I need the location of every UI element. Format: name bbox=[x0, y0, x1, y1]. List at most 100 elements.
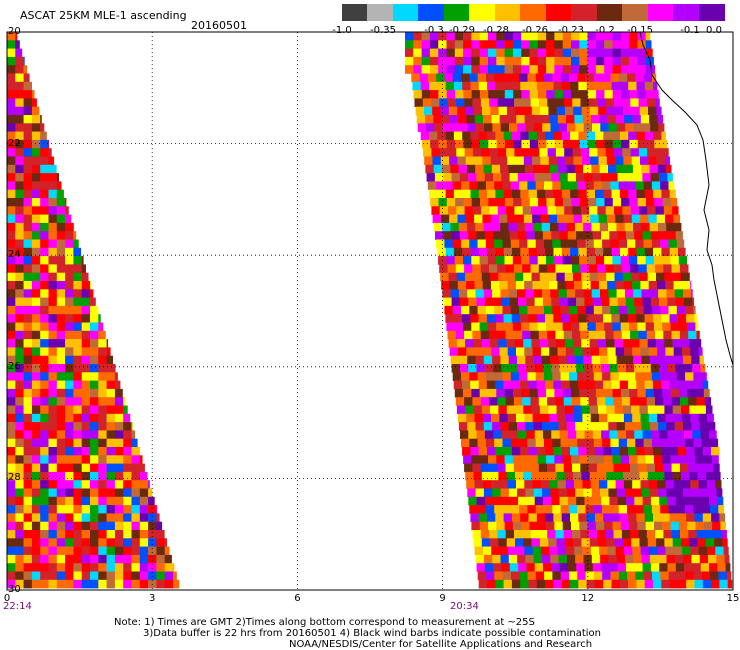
swath-cell bbox=[616, 222, 625, 232]
swath-cell bbox=[542, 364, 552, 373]
swath-cell bbox=[541, 222, 551, 232]
swath-cell bbox=[469, 305, 478, 315]
longitude-label: 6 bbox=[294, 593, 301, 604]
swath-cell bbox=[498, 272, 507, 282]
swath-cell bbox=[669, 247, 679, 257]
swath-cell bbox=[642, 231, 652, 240]
swath-cell bbox=[40, 115, 42, 124]
swath-cell bbox=[48, 505, 58, 514]
swath-cell bbox=[156, 546, 165, 556]
swath-cell bbox=[509, 563, 519, 572]
swath-cell bbox=[15, 139, 24, 149]
swath-cell bbox=[605, 397, 614, 406]
swath-cell bbox=[483, 222, 493, 232]
swath-cell bbox=[413, 90, 423, 99]
swath-cell bbox=[23, 123, 33, 132]
swath-cell bbox=[722, 538, 728, 547]
swath-cell bbox=[609, 231, 618, 240]
swath-cell bbox=[500, 488, 510, 498]
swath-cell bbox=[554, 256, 563, 265]
swath-cell bbox=[65, 538, 74, 547]
swath-cell bbox=[139, 554, 149, 564]
legend-swatch bbox=[367, 4, 394, 21]
swath-cell bbox=[65, 463, 74, 473]
swath-cell bbox=[7, 372, 16, 381]
swath-cell bbox=[609, 563, 618, 572]
swath-cell bbox=[518, 496, 527, 506]
swath-cell bbox=[662, 256, 671, 265]
swath-cell bbox=[636, 81, 646, 91]
swath-cell bbox=[547, 264, 556, 273]
swath-cell bbox=[688, 330, 697, 340]
swath-cell bbox=[583, 422, 592, 431]
swath-cell bbox=[525, 355, 534, 365]
swath-cell bbox=[106, 430, 116, 439]
swath-cell bbox=[661, 579, 670, 589]
swath-cell bbox=[676, 372, 686, 381]
swath-cell bbox=[48, 488, 58, 498]
swath-cell bbox=[31, 222, 41, 232]
swath-cell bbox=[476, 364, 486, 373]
swath-cell bbox=[613, 264, 623, 273]
swath-cell bbox=[607, 546, 616, 556]
swath-cell bbox=[533, 355, 543, 365]
swath-cell bbox=[114, 422, 124, 431]
swath-cell bbox=[475, 164, 484, 174]
swath-cell bbox=[453, 247, 463, 257]
swath-cell bbox=[48, 530, 58, 539]
swath-cell bbox=[123, 455, 132, 464]
swath-cell bbox=[56, 438, 66, 448]
swath-cell bbox=[572, 264, 581, 273]
swath-cell bbox=[486, 571, 495, 581]
swath-cell bbox=[164, 571, 174, 581]
swath-cell bbox=[558, 123, 568, 132]
swath-cell bbox=[7, 347, 16, 356]
swath-cell bbox=[582, 214, 591, 224]
swath-cell bbox=[480, 463, 490, 473]
swath-cell bbox=[15, 264, 24, 273]
swath-cell bbox=[15, 247, 24, 257]
swath-cell bbox=[473, 538, 483, 547]
swath-cell bbox=[48, 247, 58, 257]
swath-cell bbox=[453, 189, 463, 199]
swath-cell bbox=[90, 513, 99, 522]
swath-cell bbox=[617, 430, 627, 439]
swath-cell bbox=[23, 471, 33, 481]
swath-cell bbox=[546, 388, 555, 398]
swath-cell bbox=[541, 289, 551, 298]
swath-cell bbox=[529, 90, 539, 99]
swath-cell bbox=[659, 173, 668, 182]
swath-cell bbox=[56, 355, 66, 365]
swath-cell bbox=[583, 123, 593, 132]
swath-cell bbox=[7, 364, 16, 373]
swath-cell bbox=[656, 106, 662, 116]
swath-cell bbox=[48, 164, 57, 174]
swath-cell bbox=[631, 538, 640, 547]
swath-cell bbox=[40, 513, 49, 522]
swath-cell bbox=[520, 513, 529, 522]
swath-cell bbox=[23, 364, 33, 373]
swath-cell bbox=[672, 538, 682, 547]
swath-cell bbox=[131, 505, 141, 514]
swath-cell bbox=[502, 305, 512, 315]
swath-cell bbox=[583, 554, 593, 564]
swath-cell bbox=[622, 405, 632, 415]
swath-cell bbox=[446, 40, 456, 49]
swath-cell bbox=[139, 513, 149, 522]
swath-cell bbox=[527, 305, 536, 315]
swath-cell bbox=[474, 413, 484, 423]
swath-cell bbox=[23, 388, 33, 398]
swath-cell bbox=[522, 148, 532, 157]
swath-cell bbox=[645, 48, 653, 58]
swath-cell bbox=[586, 513, 596, 522]
swath-cell bbox=[449, 214, 458, 224]
swath-cell bbox=[56, 480, 66, 489]
swath-cell bbox=[661, 247, 670, 257]
swath-cell bbox=[717, 496, 724, 506]
swath-cell bbox=[687, 455, 696, 464]
swath-cell bbox=[114, 579, 124, 589]
swath-cell bbox=[467, 488, 476, 498]
swath-cell bbox=[481, 339, 491, 348]
swath-cell bbox=[468, 173, 477, 182]
swath-cell bbox=[637, 388, 646, 398]
